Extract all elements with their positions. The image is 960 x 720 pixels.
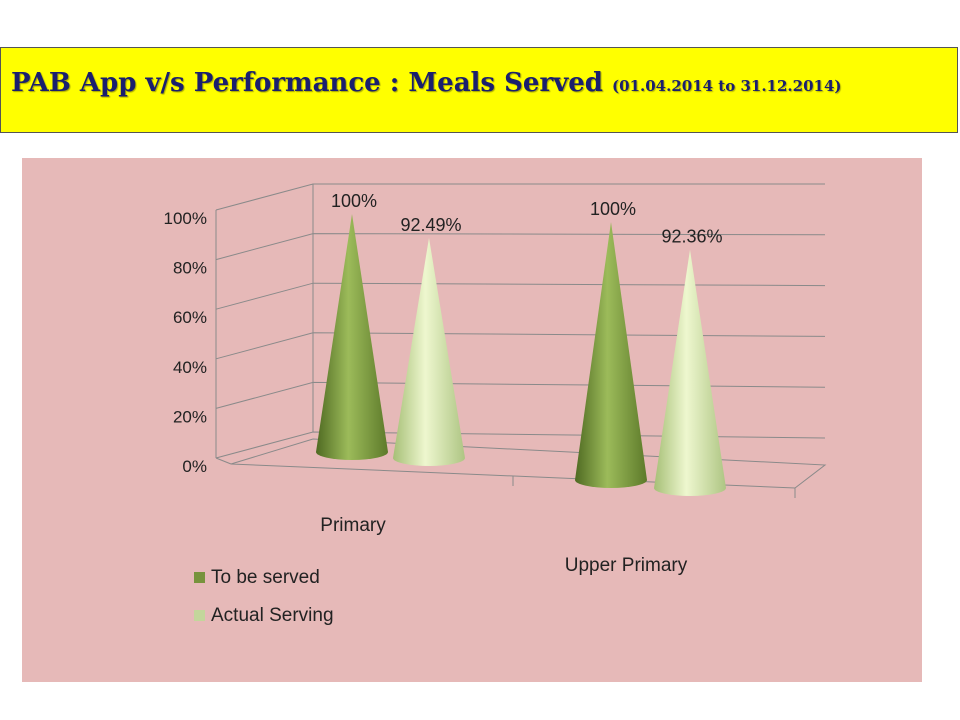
legend-label: Actual Serving (211, 605, 334, 626)
y-tick-label: 40% (173, 358, 207, 377)
title-main: PAB App v/s Performance : Meals Served (11, 68, 613, 98)
cone-0-0 (316, 214, 388, 460)
cone-mark (575, 222, 647, 488)
y-tick-label: 100% (164, 209, 207, 228)
cone-mark (316, 214, 388, 460)
legend: To be served Actual Serving (194, 567, 334, 626)
gridline (215, 332, 826, 360)
y-tick-label: 20% (173, 407, 207, 426)
legend-swatch (194, 572, 205, 583)
y-tick-label: 80% (173, 259, 207, 278)
y-tick-label: 60% (173, 308, 207, 327)
gridline (215, 282, 826, 310)
data-label: 100% (331, 191, 377, 211)
cone-0-1 (393, 237, 465, 466)
data-label: 92.49% (400, 215, 461, 235)
gridline (215, 233, 826, 261)
category-label: Primary (320, 515, 386, 536)
data-label: 92.36% (661, 227, 722, 247)
chart-axes (215, 183, 827, 498)
cone-mark (393, 237, 465, 466)
category-label: Upper Primary (565, 555, 688, 576)
cone-1-1 (654, 249, 726, 496)
slide-title: PAB App v/s Performance : Meals Served (… (0, 47, 958, 133)
gridline (215, 431, 826, 459)
category-labels: Primary Upper Primary (320, 515, 687, 576)
gridline (215, 381, 826, 409)
y-axis-ticks: 0% 20% 40% 60% 80% 100% (164, 209, 207, 476)
legend-label: To be served (211, 567, 320, 588)
gridline (215, 183, 825, 211)
cones (316, 214, 726, 496)
chart-area: 0% 20% 40% 60% 80% 100% 100% 100% 92.49% 92.36% … (22, 158, 922, 682)
cone-chart: 0%20%40%60%80%100% 100% 100%92.49%92.36% … (164, 183, 827, 626)
floor-left-edge (215, 457, 232, 465)
cone-1-0 (575, 222, 647, 488)
legend-swatch (194, 610, 205, 621)
title-date-range: (01.04.2014 to 31.12.2014) (612, 77, 842, 95)
data-labels: 100% 100% 92.49% 92.36% (331, 191, 723, 247)
y-tick-label: 0% (182, 457, 207, 476)
cone-mark (654, 249, 726, 496)
data-label: 100% (590, 199, 636, 219)
